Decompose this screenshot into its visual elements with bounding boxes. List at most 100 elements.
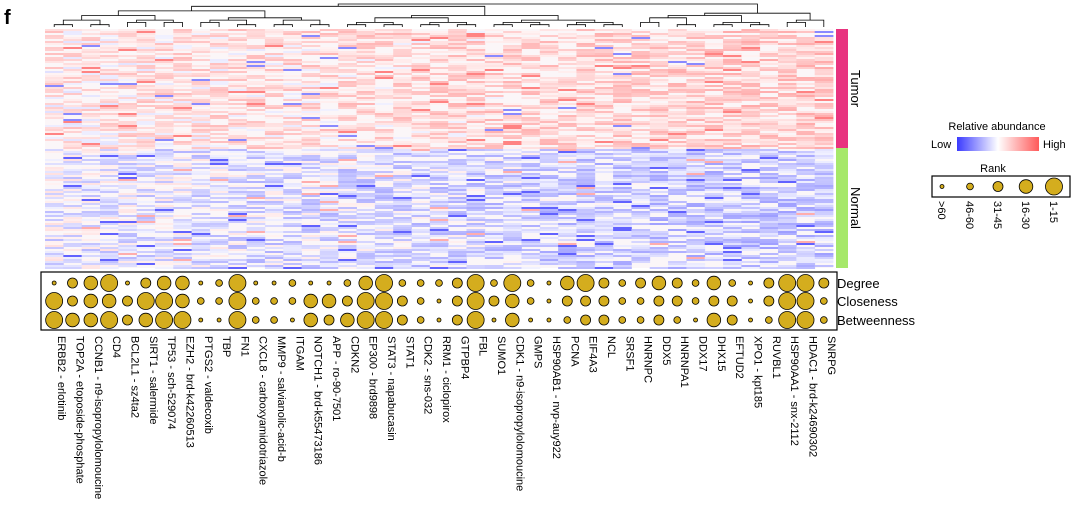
heatmap-cell [503,49,522,51]
heatmap-cell [668,65,687,67]
heatmap-cell [613,99,632,101]
heatmap-cell [503,205,522,207]
heatmap-cell [759,125,779,127]
heatmap-cell [558,83,577,85]
heatmap-cell [136,229,156,231]
heatmap-cell [319,213,339,215]
heatmap-cell [558,225,577,227]
heatmap-cell [429,31,449,33]
heatmap-cell [118,241,138,243]
heatmap-cell [301,91,321,93]
heatmap-cell [594,51,614,53]
heatmap-cell [228,221,247,223]
heatmap-cell [136,49,156,51]
heatmap-cell [228,77,247,79]
heatmap-cell [668,83,687,85]
heatmap-cell [283,251,302,253]
heatmap-cell [649,63,669,65]
heatmap-cell [594,55,614,57]
heatmap-cell [264,181,284,183]
heatmap-cell [668,127,687,129]
heatmap-cell [686,91,706,93]
heatmap-cell [45,221,64,223]
heatmap-column [356,29,376,269]
heatmap-cell [686,105,706,107]
heatmap-cell [778,65,797,67]
size-legend-dot [992,181,1004,192]
heatmap-cell [613,253,632,255]
heatmap-cell [796,153,816,155]
heatmap-cell [283,69,302,71]
heatmap-cell [448,169,467,171]
column-label: XPO1 - kpt185 [752,336,764,408]
heatmap-cell [136,47,156,49]
heatmap-column [613,29,632,269]
heatmap-cell [539,165,559,167]
heatmap-cell [723,81,742,83]
heatmap-cell [319,187,339,189]
heatmap-cell [466,211,486,213]
heatmap-cell [81,233,101,235]
heatmap-cell [778,143,797,145]
heatmap-cell [778,199,797,201]
heatmap-cell [594,227,614,229]
heatmap-cell [154,165,174,167]
heatmap-cell [173,63,193,65]
heatmap-cell [136,215,156,217]
heatmap-cell [374,37,394,39]
heatmap-cell [393,77,412,79]
heatmap-cell [99,261,119,263]
heatmap-cell [796,259,816,261]
heatmap-cell [503,173,522,175]
heatmap-cell [466,231,486,233]
heatmap-cell [136,255,156,257]
heatmap-cell [374,263,394,265]
heatmap-cell [154,99,174,101]
heatmap-cell [649,191,669,193]
heatmap-cell [429,265,449,267]
heatmap-cell [778,105,797,107]
heatmap-cell [704,209,724,211]
heatmap-cell [136,137,156,139]
heatmap-cell [411,31,431,33]
heatmap-cell [686,43,706,45]
heatmap-cell [558,219,577,221]
heatmap-cell [796,159,816,161]
heatmap-cell [374,75,394,77]
heatmap-cell [228,217,247,219]
rank-dot-degree [228,274,247,292]
heatmap-cell [356,241,376,243]
heatmap-cell [283,159,302,161]
heatmap-cell [429,249,449,251]
heatmap-cell [613,175,632,177]
heatmap-cell [118,135,138,137]
heatmap-cell [539,177,559,179]
heatmap-cell [191,123,211,125]
heatmap-cell [521,117,541,119]
heatmap-cell [356,209,376,211]
heatmap-cell [429,117,449,119]
heatmap-cell [118,63,138,65]
heatmap-cell [704,35,724,37]
heatmap-cell [521,245,541,247]
heatmap-cell [759,29,779,31]
heatmap-cell [228,67,247,69]
heatmap-cell [576,55,596,57]
heatmap-cell [466,135,486,137]
heatmap-cell [649,239,669,241]
heatmap-cell [136,133,156,135]
heatmap-cell [796,211,816,213]
heatmap-cell [686,153,706,155]
heatmap-cell [613,165,632,167]
heatmap-cell [429,177,449,179]
heatmap-cell [704,63,724,65]
heatmap-cell [99,107,119,109]
color-legend-low: Low [931,139,951,151]
heatmap-cell [63,225,83,227]
metric-label-degree: Degree [837,276,880,291]
heatmap-cell [594,195,614,197]
heatmap-cell [264,203,284,205]
heatmap-cell [356,141,376,143]
heatmap-cell [503,91,522,93]
heatmap-cell [503,263,522,265]
